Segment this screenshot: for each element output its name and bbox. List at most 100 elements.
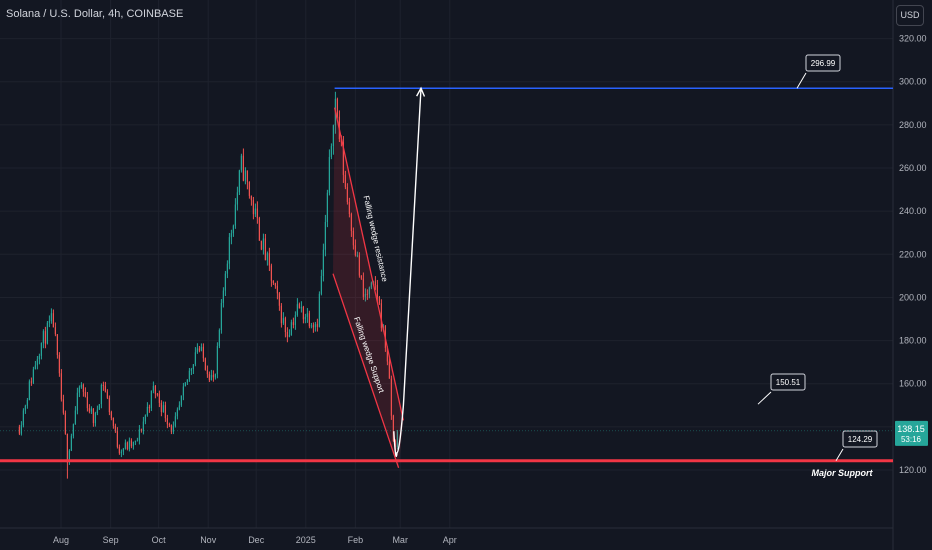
candle-body	[172, 425, 174, 432]
y-tick-label: 280.00	[899, 120, 927, 130]
x-tick-label: Feb	[348, 535, 364, 545]
candle-body	[98, 404, 100, 410]
target-callout-pointer	[796, 72, 807, 89]
candle-body	[150, 390, 152, 409]
candle-body	[294, 315, 296, 326]
candle-body	[270, 265, 272, 281]
candle-body	[68, 450, 70, 463]
candle-body	[24, 405, 26, 411]
candle-body	[108, 397, 110, 413]
candle-body	[116, 430, 118, 447]
candle-body	[260, 240, 262, 250]
candle-body	[312, 325, 314, 328]
support-callout-pointer	[835, 448, 844, 462]
x-tick-label: 2025	[296, 535, 316, 545]
candle-body	[28, 381, 30, 400]
candle-body	[262, 238, 264, 250]
candle-body	[162, 405, 164, 412]
candle-body	[332, 125, 334, 147]
candle-body	[266, 253, 268, 261]
candle-body	[90, 408, 92, 412]
candle-body	[264, 238, 266, 261]
y-tick-label: 220.00	[899, 249, 927, 259]
y-tick-label: 160.00	[899, 379, 927, 389]
candle-body	[128, 440, 130, 450]
y-tick-label: 240.00	[899, 206, 927, 216]
candle-body	[282, 318, 284, 324]
candle-body	[156, 393, 158, 395]
candle-body	[126, 442, 128, 450]
candle-body	[22, 410, 24, 426]
candle-body	[358, 255, 360, 276]
candle-body	[396, 431, 398, 448]
candle-body	[248, 181, 250, 196]
candle-body	[44, 331, 46, 344]
candle-body	[212, 374, 214, 378]
candle-body	[78, 387, 80, 393]
candle-body	[342, 142, 344, 175]
candle-body	[122, 448, 124, 452]
candle-body	[30, 381, 32, 383]
candle-body	[364, 293, 366, 297]
projection-path	[393, 88, 422, 457]
candle-body	[180, 395, 182, 406]
candle-body	[138, 429, 140, 441]
candle-body	[208, 374, 210, 380]
candle-body	[40, 342, 42, 356]
candle-body	[316, 324, 318, 327]
candle-body	[110, 412, 112, 418]
candle-body	[20, 425, 22, 434]
candle-countdown: 53:16	[901, 435, 922, 444]
candle-body	[292, 322, 294, 326]
candle-body	[142, 421, 144, 431]
candle-body	[42, 331, 44, 343]
x-tick-label: Nov	[200, 535, 217, 545]
candle-body	[394, 440, 396, 448]
candle-body	[238, 170, 240, 193]
candle-body	[140, 429, 142, 431]
wedge-support-line	[332, 273, 400, 469]
candle-body	[114, 425, 116, 431]
candle-body	[48, 321, 50, 323]
candle-body	[26, 399, 28, 406]
horizontal-levels	[0, 87, 893, 463]
major-support-label: Major Support	[812, 468, 874, 478]
support-callout-box	[842, 430, 878, 448]
candle-body	[250, 195, 252, 201]
candle-body	[144, 415, 146, 422]
candle-body	[200, 346, 202, 351]
candle-body	[164, 405, 166, 419]
candle-body	[300, 306, 302, 309]
candle-body	[56, 334, 58, 356]
candle-body	[18, 426, 20, 434]
candle-body	[106, 391, 108, 398]
candle-body	[152, 385, 154, 391]
currency-button[interactable]: USD	[896, 5, 924, 26]
candle-body	[304, 316, 306, 320]
candle-body	[350, 213, 352, 231]
candle-body	[268, 253, 270, 266]
candle-body	[70, 435, 72, 451]
candle-body	[388, 361, 390, 379]
candle-body	[184, 382, 186, 387]
candle-body	[62, 399, 64, 413]
candle-body	[222, 290, 224, 303]
candle-body	[374, 281, 376, 286]
entry-callout-box	[770, 373, 806, 391]
candle-body	[36, 359, 38, 366]
candle-body	[100, 384, 102, 405]
candle-body	[84, 391, 86, 397]
candle-body	[272, 280, 274, 284]
target-callout-box	[805, 54, 841, 72]
candle-body	[216, 345, 218, 375]
candle-body	[330, 146, 332, 157]
x-tick-label: Apr	[443, 535, 457, 545]
candle-body	[318, 293, 320, 327]
candle-body	[220, 302, 222, 331]
candle-body	[368, 287, 370, 295]
chart-grid	[0, 0, 893, 528]
candle-body	[66, 433, 68, 463]
candle-body	[392, 415, 394, 441]
